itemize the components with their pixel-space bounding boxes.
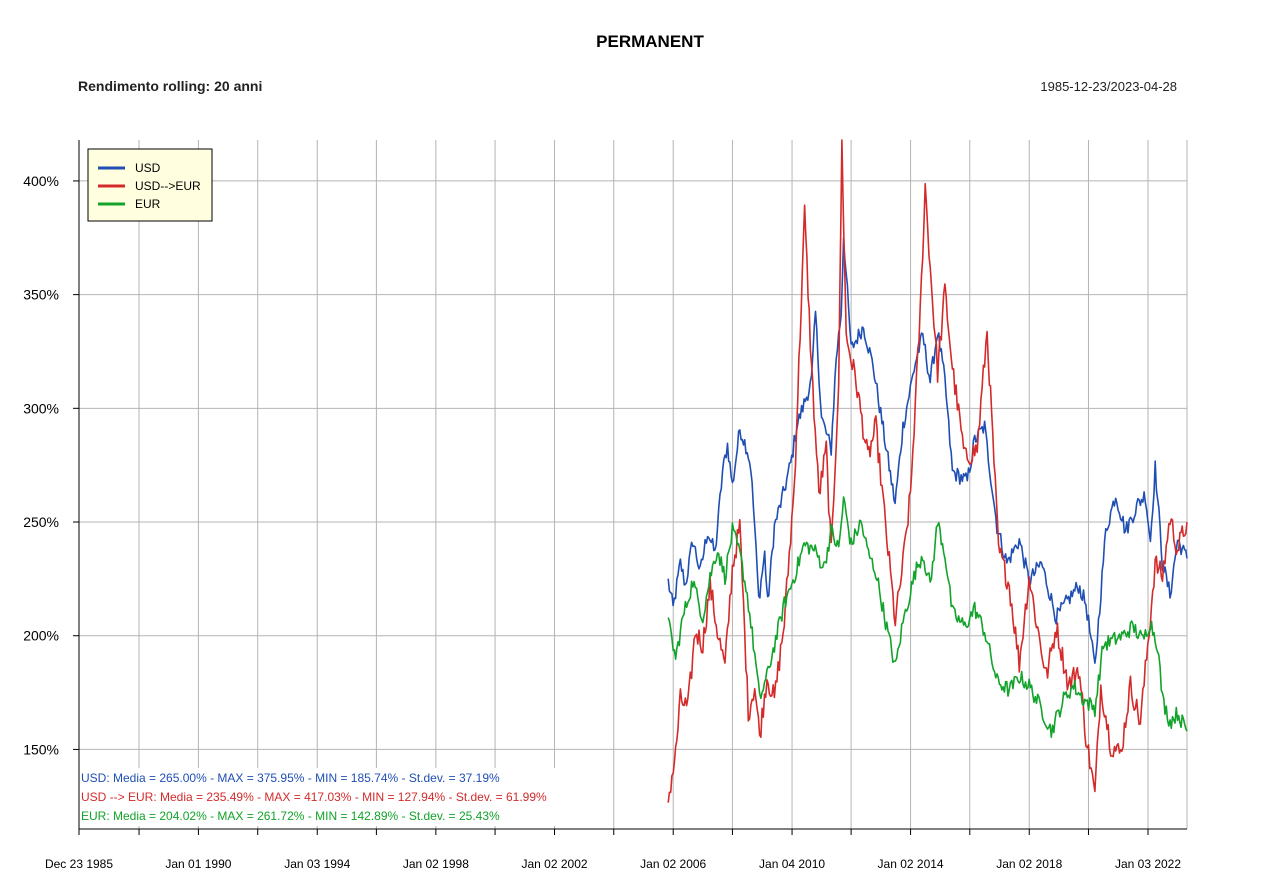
y-tick-label: 350%: [23, 287, 59, 303]
stats-usd: USD: Media = 265.00% - MAX = 375.95% - M…: [81, 771, 500, 785]
series-usd: [667, 237, 1188, 664]
axes: [73, 140, 1187, 835]
x-tick-label: Jan 03 1994: [284, 857, 350, 871]
legend: USD USD-->EUR EUR: [87, 148, 213, 222]
y-tick-label: 200%: [23, 628, 59, 644]
y-tick-label: 150%: [23, 741, 59, 757]
x-tick-label: Jan 02 2002: [521, 857, 587, 871]
y-tick-label: 400%: [23, 173, 59, 189]
chart-period: 1985-12-23/2023-04-28: [1040, 79, 1177, 94]
x-tick-label: Jan 02 2018: [996, 857, 1062, 871]
y-axis-labels: 150% 200% 250% 300% 350% 400%: [23, 173, 59, 757]
x-tick-label: Jan 02 1998: [403, 857, 469, 871]
stats-eur: EUR: Media = 204.02% - MAX = 261.72% - M…: [81, 809, 500, 823]
series-usd-eur: [667, 139, 1188, 803]
x-tick-label: Jan 02 2014: [878, 857, 944, 871]
stats-block: USD: Media = 265.00% - MAX = 375.95% - M…: [80, 768, 600, 826]
y-tick-label: 250%: [23, 514, 59, 530]
chart-title: PERMANENT: [596, 32, 704, 51]
series-group: [667, 139, 1188, 803]
x-tick-label: Jan 03 2022: [1115, 857, 1181, 871]
x-tick-label: Jan 01 1990: [165, 857, 231, 871]
stats-background: [80, 768, 600, 826]
legend-label-usd-eur: USD-->EUR: [135, 179, 201, 193]
chart-subtitle: Rendimento rolling: 20 anni: [78, 78, 262, 94]
grid: [78, 140, 1188, 829]
x-axis-labels: Dec 23 1985 Jan 01 1990 Jan 03 1994 Jan 02 …: [45, 857, 1181, 871]
legend-label-eur: EUR: [135, 197, 161, 211]
x-tick-label: Jan 04 2010: [759, 857, 825, 871]
series-eur: [667, 496, 1188, 738]
legend-label-usd: USD: [135, 161, 161, 175]
y-tick-label: 300%: [23, 400, 59, 416]
x-tick-label: Dec 23 1985: [45, 857, 113, 871]
x-tick-label: Jan 02 2006: [640, 857, 706, 871]
stats-usd-eur: USD --> EUR: Media = 235.49% - MAX = 417…: [81, 790, 547, 804]
